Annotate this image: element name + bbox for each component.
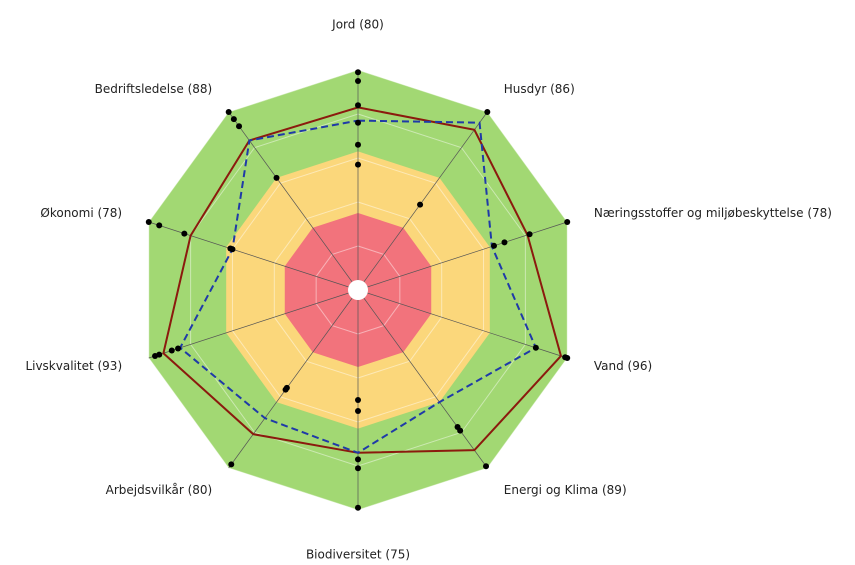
- score-dot: [355, 408, 361, 414]
- score-dot: [228, 461, 235, 468]
- axis-label: Livskvalitet (93): [25, 359, 122, 373]
- score-dot: [355, 161, 361, 168]
- score-dot: [355, 141, 361, 148]
- score-dot: [225, 109, 232, 116]
- axis-label: Arbejdsvilkår (80): [106, 483, 213, 497]
- score-dot: [355, 397, 361, 403]
- score-dot: [355, 119, 361, 126]
- score-dot: [562, 354, 569, 361]
- axis-label: Økonomi (78): [40, 206, 122, 220]
- score-dot: [501, 239, 508, 246]
- score-dot: [355, 102, 361, 109]
- spoke: [148, 289, 359, 359]
- axis-label: Biodiversitet (75): [306, 548, 410, 562]
- score-dot: [145, 219, 152, 226]
- spoke: [357, 111, 488, 291]
- score-dot: [273, 174, 280, 181]
- score-dot: [283, 384, 290, 391]
- score-dot: [454, 424, 461, 431]
- score-dot: [355, 78, 361, 84]
- score-dot: [532, 344, 539, 351]
- score-dot: [168, 347, 175, 354]
- score-dot: [227, 245, 234, 252]
- spoke: [228, 111, 359, 291]
- axis-label: Bedriftsledelse (88): [95, 82, 213, 96]
- score-dot: [491, 242, 498, 249]
- score-dot: [230, 116, 237, 123]
- score-dot: [526, 231, 533, 238]
- score-dot: [181, 230, 188, 237]
- score-dot: [355, 69, 361, 76]
- score-dot: [156, 222, 163, 229]
- score-dot: [564, 219, 571, 226]
- axis-label: Næringsstoffer og miljøbeskyttelse (78): [594, 206, 832, 220]
- score-dot: [355, 456, 361, 463]
- spoke: [357, 289, 488, 469]
- axis-label: Jord (80): [331, 18, 384, 32]
- series-line: [178, 119, 538, 454]
- score-dot: [355, 465, 361, 472]
- score-dot: [483, 463, 490, 470]
- axis-label: Energi og Klima (89): [504, 483, 627, 497]
- axis-label: Husdyr (86): [504, 82, 575, 96]
- spoke: [357, 289, 568, 359]
- score-dot: [355, 504, 361, 511]
- score-dot: [156, 351, 163, 358]
- score-dot: [484, 109, 491, 116]
- spoke: [228, 289, 359, 469]
- score-dot: [236, 123, 243, 130]
- score-dot: [175, 345, 182, 352]
- center-hole: [348, 280, 368, 300]
- axis-label: Vand (96): [594, 359, 652, 373]
- score-dot: [417, 201, 424, 208]
